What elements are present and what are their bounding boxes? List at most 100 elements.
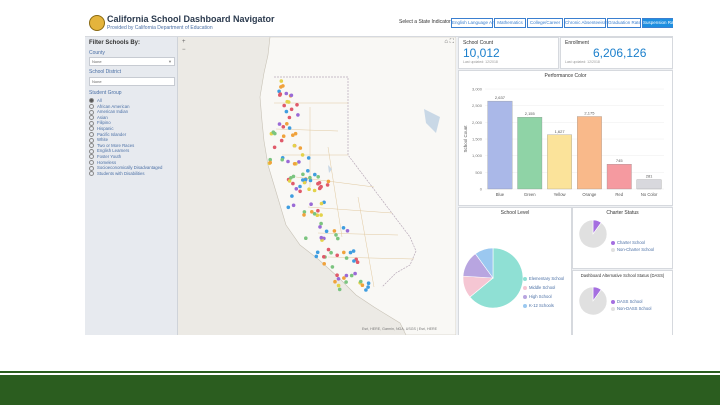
legend-item[interactable]: DASS School bbox=[611, 299, 642, 304]
radio-icon[interactable] bbox=[89, 126, 94, 132]
school-marker[interactable] bbox=[277, 89, 281, 94]
student-group-option[interactable]: Asian bbox=[89, 115, 108, 121]
bar-blue[interactable] bbox=[487, 100, 513, 190]
student-group-option[interactable]: American Indian bbox=[89, 109, 128, 115]
school-marker[interactable] bbox=[345, 229, 350, 233]
school-marker[interactable] bbox=[280, 157, 284, 162]
radio-icon[interactable] bbox=[89, 98, 94, 104]
school-marker[interactable] bbox=[307, 187, 311, 191]
student-group-option[interactable]: African American bbox=[89, 104, 129, 109]
app-subtitle[interactable]: Provided by California Department of Edu… bbox=[107, 25, 213, 31]
school-marker[interactable] bbox=[352, 259, 356, 263]
student-group-option[interactable]: Hispanic bbox=[89, 126, 113, 132]
school-marker[interactable] bbox=[310, 210, 314, 214]
pie-slice[interactable] bbox=[469, 248, 523, 308]
radio-icon[interactable] bbox=[89, 103, 94, 109]
school-marker[interactable] bbox=[285, 122, 289, 126]
school-marker[interactable] bbox=[326, 179, 331, 184]
school-marker[interactable] bbox=[344, 273, 349, 278]
county-select[interactable]: None ▼ bbox=[89, 57, 175, 66]
legend-item[interactable]: Elementary School bbox=[523, 276, 564, 281]
school-marker[interactable] bbox=[317, 181, 322, 185]
school-marker[interactable] bbox=[332, 229, 337, 233]
tab-suspension-rate[interactable]: Suspension Rate bbox=[642, 18, 673, 28]
school-marker[interactable] bbox=[298, 189, 302, 194]
student-group-option[interactable]: Pacific Islander bbox=[89, 132, 126, 137]
school-marker[interactable] bbox=[298, 184, 302, 189]
school-marker[interactable] bbox=[281, 134, 286, 138]
school-marker[interactable] bbox=[281, 125, 286, 129]
school-markers[interactable] bbox=[267, 79, 371, 292]
school-marker[interactable] bbox=[336, 283, 341, 288]
school-marker[interactable] bbox=[268, 157, 272, 162]
radio-icon[interactable] bbox=[89, 148, 94, 154]
school-marker[interactable] bbox=[313, 172, 317, 177]
school-marker[interactable] bbox=[366, 281, 371, 285]
school-marker[interactable] bbox=[337, 287, 342, 292]
school-marker[interactable] bbox=[284, 91, 289, 96]
school-marker[interactable] bbox=[314, 254, 319, 259]
school-marker[interactable] bbox=[360, 283, 365, 287]
school-marker[interactable] bbox=[277, 122, 282, 126]
bar-red[interactable] bbox=[606, 164, 632, 190]
tab-ela[interactable]: English Language Arts bbox=[451, 18, 497, 28]
school-marker[interactable] bbox=[325, 183, 330, 187]
radio-icon[interactable] bbox=[89, 109, 94, 115]
school-marker[interactable] bbox=[286, 205, 291, 210]
school-marker[interactable] bbox=[293, 131, 298, 136]
school-marker[interactable] bbox=[306, 169, 310, 173]
school-marker[interactable] bbox=[322, 255, 326, 259]
school-marker[interactable] bbox=[344, 280, 348, 284]
school-marker[interactable] bbox=[286, 159, 290, 164]
school-marker[interactable] bbox=[330, 265, 335, 269]
school-marker[interactable] bbox=[268, 160, 272, 165]
school-map[interactable]: ⌂ ⛶ + − Esri, HERE, Garmin, NGA, USGS | … bbox=[178, 37, 456, 335]
student-group-option[interactable]: Socioeconomically Disadvantaged bbox=[89, 165, 162, 171]
school-marker[interactable] bbox=[309, 202, 313, 206]
legend-item[interactable]: High School bbox=[523, 294, 552, 299]
school-marker[interactable] bbox=[300, 153, 305, 157]
school-marker[interactable] bbox=[308, 175, 312, 180]
school-marker[interactable] bbox=[312, 188, 317, 193]
school-marker[interactable] bbox=[297, 160, 301, 164]
pie-slice[interactable] bbox=[474, 248, 494, 279]
student-group-option[interactable]: All bbox=[89, 98, 102, 104]
radio-icon[interactable] bbox=[89, 131, 94, 137]
student-group-option[interactable]: English Learners bbox=[89, 148, 129, 154]
radio-icon[interactable] bbox=[89, 115, 94, 121]
school-marker[interactable] bbox=[316, 175, 320, 179]
radio-icon[interactable] bbox=[89, 143, 94, 149]
school-marker[interactable] bbox=[318, 225, 322, 229]
bar-no-color[interactable] bbox=[636, 179, 662, 190]
school-marker[interactable] bbox=[279, 138, 284, 143]
school-marker[interactable] bbox=[279, 79, 284, 83]
school-marker[interactable] bbox=[355, 260, 360, 264]
legend-item[interactable]: Non-Charter School bbox=[611, 247, 654, 252]
bar-yellow[interactable] bbox=[547, 134, 572, 190]
school-marker[interactable] bbox=[319, 184, 323, 189]
school-marker[interactable] bbox=[353, 271, 357, 276]
tab-college-career[interactable]: College/Career bbox=[527, 18, 563, 28]
school-marker[interactable] bbox=[344, 256, 349, 260]
zoom-out-button[interactable]: − bbox=[182, 47, 186, 53]
school-marker[interactable] bbox=[294, 187, 299, 191]
school-marker[interactable] bbox=[351, 249, 356, 253]
radio-icon[interactable] bbox=[89, 171, 94, 177]
bar-green[interactable] bbox=[517, 117, 543, 190]
school-marker[interactable] bbox=[285, 99, 289, 104]
school-marker[interactable] bbox=[316, 208, 320, 213]
school-marker[interactable] bbox=[302, 210, 307, 214]
school-marker[interactable] bbox=[291, 181, 295, 186]
school-marker[interactable] bbox=[306, 156, 311, 160]
school-marker[interactable] bbox=[287, 179, 292, 183]
school-marker[interactable] bbox=[319, 235, 324, 240]
tab-chronic-absenteeism[interactable]: Chronic Absenteeism bbox=[564, 18, 608, 28]
map-canvas[interactable] bbox=[178, 37, 456, 335]
school-marker[interactable] bbox=[326, 247, 331, 252]
school-marker[interactable] bbox=[282, 103, 286, 108]
school-marker[interactable] bbox=[319, 213, 323, 217]
school-marker[interactable] bbox=[296, 113, 300, 117]
dass-pie[interactable] bbox=[579, 287, 619, 327]
school-marker[interactable] bbox=[364, 288, 368, 292]
school-marker[interactable] bbox=[336, 277, 341, 281]
